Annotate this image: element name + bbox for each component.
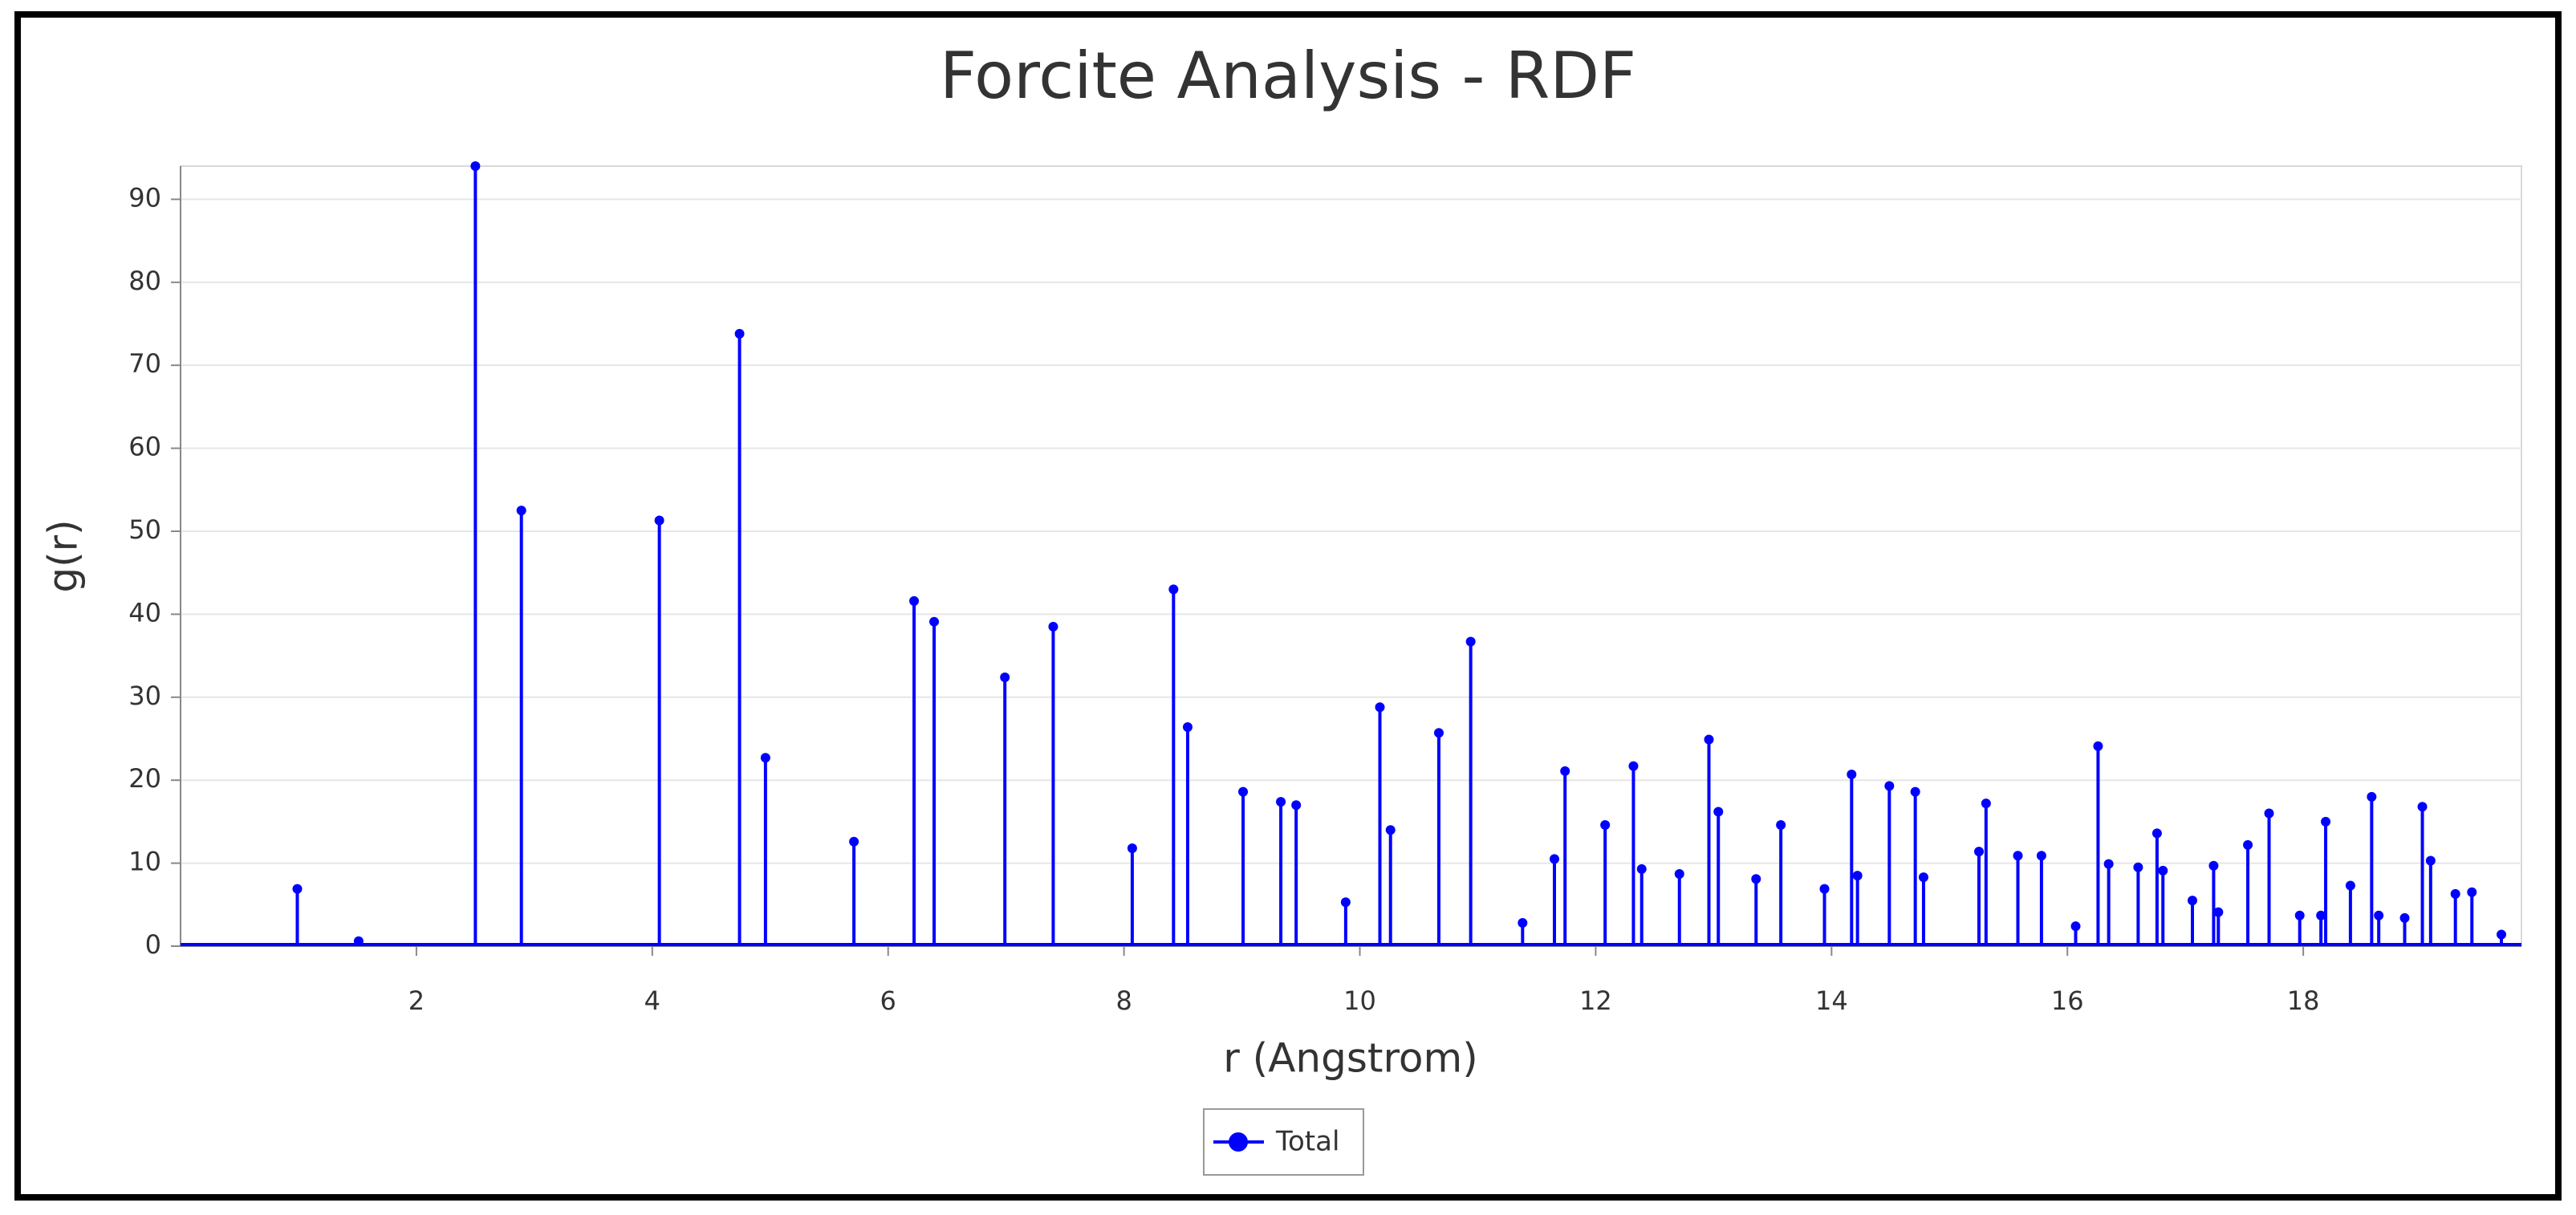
- point: [734, 328, 745, 339]
- x-tick-label: 14: [1815, 985, 1848, 1016]
- point: [849, 836, 859, 847]
- point: [1127, 843, 1137, 853]
- point: [1600, 820, 1611, 831]
- point: [2497, 929, 2507, 940]
- point: [2450, 888, 2460, 899]
- y-tick-label: 90: [128, 182, 161, 213]
- y-tick-label: 0: [145, 929, 161, 960]
- point: [2367, 791, 2377, 802]
- y-tick-label: 20: [128, 763, 161, 794]
- legend-marker: [1229, 1132, 1248, 1152]
- x-tick-label: 8: [1115, 985, 1132, 1016]
- point: [1549, 854, 1559, 864]
- point: [1518, 918, 1528, 929]
- y-tick-label: 50: [128, 514, 161, 545]
- y-tick-label: 10: [128, 847, 161, 877]
- point: [2467, 887, 2477, 897]
- point: [1974, 847, 1985, 857]
- point: [2243, 839, 2253, 850]
- point: [2294, 910, 2305, 920]
- y-tick-label: 30: [128, 681, 161, 711]
- point: [2417, 802, 2428, 812]
- y-axis-label: g(r): [40, 519, 87, 592]
- legend-label: Total: [1275, 1126, 1339, 1158]
- point: [1000, 672, 1010, 682]
- y-tick-label: 70: [128, 348, 161, 379]
- point: [1819, 884, 1830, 894]
- point: [2213, 907, 2224, 917]
- point: [2208, 860, 2219, 871]
- point: [2070, 921, 2081, 932]
- point: [1713, 807, 1724, 817]
- point: [2264, 808, 2274, 819]
- point: [1776, 820, 1786, 831]
- plot-area: [180, 165, 2522, 947]
- legend: Total: [1203, 1108, 1364, 1176]
- point: [1238, 786, 1249, 797]
- point: [1182, 722, 1193, 733]
- point: [2151, 828, 2162, 839]
- point: [2036, 851, 2046, 861]
- x-tick-label: 4: [644, 985, 660, 1016]
- point: [1168, 584, 1179, 595]
- point: [1981, 798, 1991, 809]
- point: [2093, 741, 2103, 751]
- point: [2013, 851, 2023, 861]
- point: [2133, 862, 2143, 872]
- point: [1276, 797, 1286, 807]
- point: [1918, 872, 1928, 883]
- chart-title: Forcite Analysis - RDF: [940, 39, 1636, 113]
- point: [1636, 864, 1647, 874]
- point: [2399, 912, 2410, 923]
- point: [1385, 825, 1396, 835]
- point: [2316, 910, 2326, 920]
- y-tick-label: 60: [128, 432, 161, 462]
- point: [1048, 621, 1058, 632]
- x-tick-label: 10: [1343, 985, 1376, 1016]
- point: [2158, 865, 2168, 876]
- point: [292, 884, 303, 894]
- point: [1852, 871, 1863, 881]
- x-axis-label: r (Angstrom): [1223, 1035, 1478, 1082]
- point: [1465, 636, 1476, 647]
- x-tick-label: 2: [408, 985, 425, 1016]
- point: [2345, 880, 2355, 891]
- y-tick-label: 80: [128, 266, 161, 296]
- point: [470, 161, 481, 171]
- point: [1560, 766, 1570, 776]
- point: [353, 936, 364, 946]
- x-tick-label: 16: [2051, 985, 2084, 1016]
- point: [909, 595, 920, 606]
- point: [654, 515, 664, 526]
- y-tick-label: 40: [128, 597, 161, 628]
- point: [929, 616, 940, 627]
- point: [2374, 910, 2384, 920]
- x-tick-label: 6: [880, 985, 896, 1016]
- point: [1340, 897, 1351, 908]
- point: [1704, 734, 1714, 745]
- point: [760, 753, 770, 763]
- point: [2188, 896, 2198, 906]
- point: [1375, 702, 1385, 713]
- point: [1751, 874, 1761, 884]
- point: [1847, 769, 1857, 779]
- point: [1674, 869, 1684, 880]
- point: [1910, 786, 1920, 797]
- point: [1628, 761, 1639, 771]
- point: [1291, 800, 1302, 811]
- point: [2321, 816, 2331, 827]
- point: [1884, 781, 1895, 791]
- x-tick-label: 18: [2287, 985, 2320, 1016]
- point: [516, 506, 526, 516]
- point: [2103, 859, 2114, 869]
- point: [1433, 728, 1444, 738]
- point: [2425, 855, 2436, 866]
- x-tick-label: 12: [1579, 985, 1612, 1016]
